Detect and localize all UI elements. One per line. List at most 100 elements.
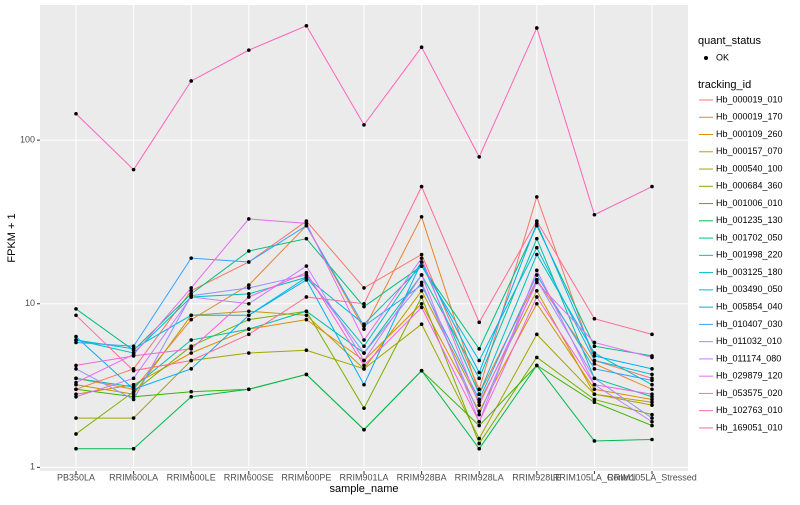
data-point (650, 355, 654, 360)
data-point (477, 358, 482, 363)
data-point (419, 280, 424, 285)
data-point (362, 338, 366, 342)
data-point (592, 212, 597, 217)
data-point (592, 439, 597, 443)
legend-label: Hb_011174_080 (716, 353, 781, 363)
data-point (477, 403, 482, 407)
data-point (592, 316, 597, 321)
data-point (477, 409, 482, 414)
x-tick-label: RRIM928BA (397, 472, 447, 482)
data-point (419, 273, 424, 277)
data-point (592, 354, 597, 358)
data-point (592, 344, 597, 349)
data-point (74, 392, 78, 396)
legend-label: Hb_000540_100 (716, 163, 783, 173)
data-point (535, 280, 539, 285)
legend-label: Hb_000157_070 (716, 146, 783, 156)
data-point (650, 416, 654, 420)
y-tick-label: 100 (20, 135, 35, 145)
data-point (535, 219, 539, 223)
data-point (477, 320, 482, 325)
legend-label: Hb_029879_120 (716, 371, 783, 381)
data-point (650, 423, 654, 428)
data-point (131, 347, 136, 351)
data-point (131, 397, 136, 402)
legend: quant_status OK tracking_id Hb_000019_01… (698, 35, 783, 432)
data-point (650, 412, 654, 417)
data-point (650, 332, 654, 337)
data-point (362, 344, 366, 349)
data-point (419, 305, 424, 310)
data-point (362, 324, 366, 328)
legend-key (704, 56, 708, 60)
data-point (650, 394, 654, 399)
data-point (592, 361, 597, 366)
legend-label: Hb_010407_030 (716, 319, 783, 329)
data-point (650, 184, 654, 189)
data-point (419, 301, 424, 306)
data-point (189, 344, 193, 349)
x-tick-label: RRIM600LA (109, 472, 158, 482)
data-point (189, 351, 193, 355)
data-point (131, 416, 136, 420)
legend-label: Hb_003125_180 (716, 267, 783, 277)
x-tick-label: RRIM600LE (167, 472, 216, 482)
data-point (592, 351, 597, 355)
data-point (650, 378, 654, 383)
data-point (535, 268, 539, 273)
data-point (189, 358, 193, 363)
y-tick-label: 1 (30, 462, 35, 472)
data-point (247, 301, 251, 306)
y-axis-title: FPKM + 1 (6, 213, 18, 262)
data-point (535, 301, 539, 306)
data-point (189, 367, 193, 371)
data-point (74, 380, 78, 385)
data-point (535, 252, 539, 257)
data-point (131, 446, 136, 451)
data-point (362, 406, 366, 410)
data-point (419, 368, 424, 373)
data-point (477, 347, 482, 351)
data-point (189, 394, 193, 399)
data-point (247, 283, 251, 287)
data-point (419, 322, 424, 326)
data-point (74, 334, 78, 339)
data-point (362, 286, 366, 290)
data-point (74, 367, 78, 371)
data-point (131, 376, 136, 381)
data-point (592, 392, 597, 396)
data-point (74, 394, 78, 399)
data-point (304, 23, 309, 28)
data-point (362, 304, 366, 309)
legend-label: Hb_000019_010 (716, 94, 783, 104)
data-point (247, 313, 251, 318)
data-point (650, 400, 654, 405)
data-point (477, 392, 482, 396)
data-point (592, 397, 597, 402)
data-point (247, 309, 251, 314)
data-point (650, 397, 654, 402)
data-point (131, 167, 136, 172)
data-point (362, 327, 366, 331)
legend-label: Hb_001998_220 (716, 250, 783, 260)
data-point (535, 278, 539, 282)
data-point (650, 403, 654, 407)
data-point (535, 245, 539, 250)
x-tick-label: RRIM600SE (224, 472, 274, 482)
data-point (650, 392, 654, 396)
legend-label: OK (716, 52, 729, 62)
data-point (592, 376, 597, 381)
data-point (419, 256, 424, 260)
data-point (131, 344, 136, 349)
data-point (247, 217, 251, 221)
data-point (535, 363, 539, 368)
x-tick-label: RRIM928LE (512, 472, 561, 482)
data-point (247, 387, 251, 392)
data-point (74, 111, 78, 116)
data-point (189, 288, 193, 293)
data-point (189, 313, 193, 318)
legend-label: Hb_000019_170 (716, 112, 783, 122)
data-point (650, 367, 654, 371)
data-point (650, 419, 654, 424)
